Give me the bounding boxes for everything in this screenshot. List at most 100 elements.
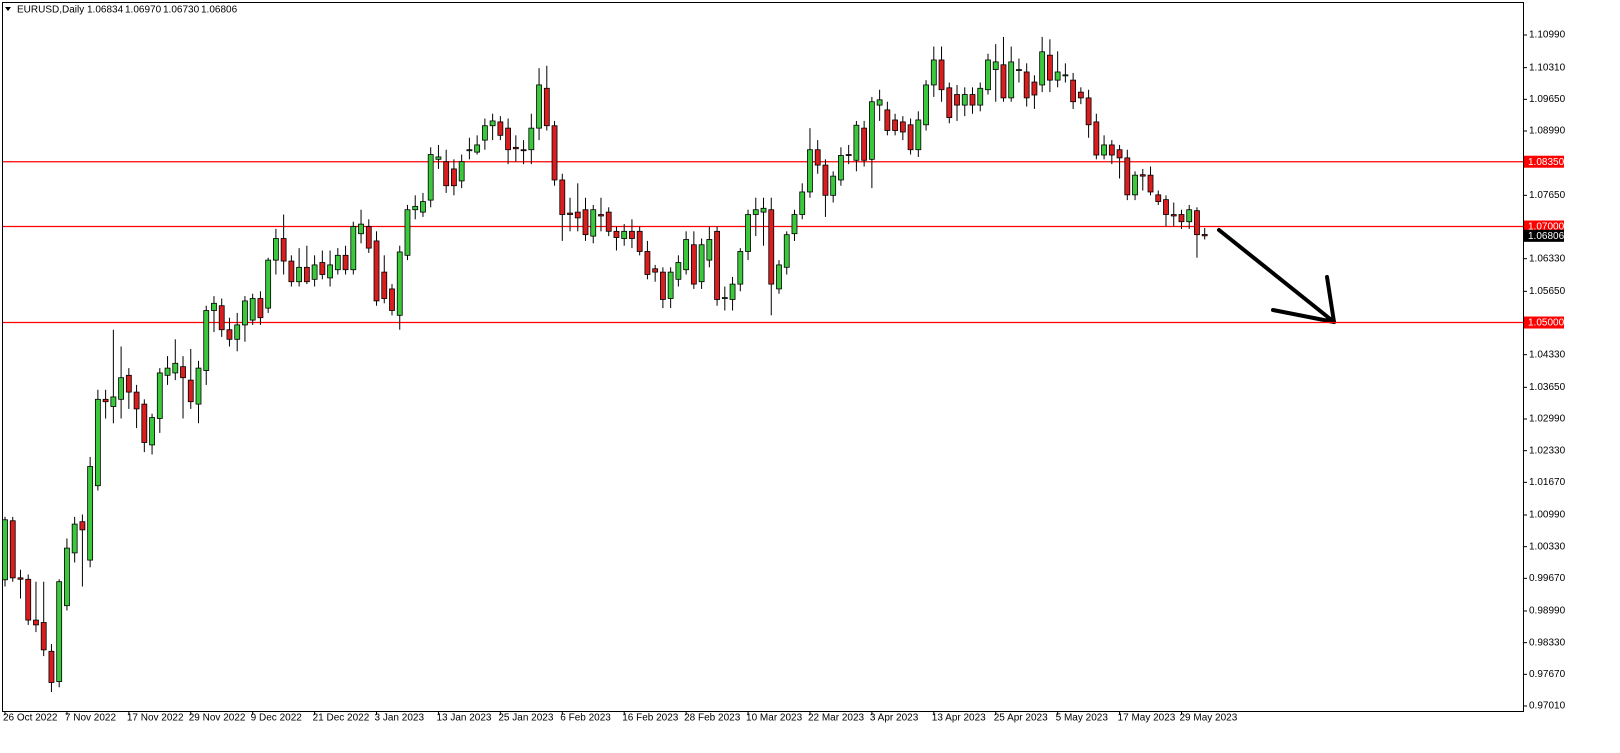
y-tick-label: 1.02990	[1529, 414, 1566, 425]
candle-body	[961, 94, 968, 106]
candle-body	[899, 121, 906, 133]
header-toggle	[5, 7, 11, 11]
candle-body	[791, 214, 798, 235]
x-tick-label: 10 Mar 2023	[746, 713, 803, 724]
candle-body	[48, 650, 55, 683]
y-tick-label: 1.06330	[1529, 253, 1566, 264]
candle-body	[64, 547, 70, 607]
candle-body	[946, 87, 953, 118]
candle-body	[799, 191, 806, 215]
candle-body	[451, 168, 457, 187]
candle-body	[203, 310, 210, 371]
x-tick-label: 3 Jan 2023	[375, 713, 425, 724]
x-tick-label: 6 Feb 2023	[560, 713, 611, 724]
candle-body	[404, 209, 411, 256]
candle-body	[272, 238, 279, 261]
candle-body	[667, 271, 674, 299]
candle-body	[1147, 174, 1154, 193]
candle-body	[1085, 97, 1092, 126]
candle-body	[303, 266, 310, 283]
candle-body	[574, 211, 581, 219]
candle-body	[25, 578, 32, 621]
x-tick-label: 9 Dec 2022	[251, 713, 303, 724]
x-tick-label: 21 Dec 2022	[313, 713, 370, 724]
candle-body	[714, 230, 720, 300]
candle-body	[838, 155, 844, 181]
x-tick-label: 29 Nov 2022	[189, 713, 246, 724]
candle-body	[296, 266, 303, 283]
candle-body	[706, 239, 713, 261]
level-label: 1.08350	[1528, 157, 1565, 168]
candle-body	[9, 520, 16, 579]
candle-body	[249, 298, 256, 321]
candle-body	[396, 251, 403, 316]
candle-body	[102, 398, 109, 403]
candle-body	[17, 577, 24, 580]
candle-body	[729, 283, 736, 300]
candle-body	[1070, 79, 1077, 103]
candle-body	[861, 127, 868, 161]
candle-body	[698, 244, 705, 283]
y-tick-label: 0.97670	[1529, 669, 1566, 680]
y-tick-label: 1.04330	[1529, 349, 1566, 360]
level-tag	[1524, 316, 1564, 329]
x-tick-label: 7 Nov 2022	[65, 713, 117, 724]
candle-body	[1163, 199, 1169, 215]
candle-body	[1178, 214, 1185, 223]
candle-body	[814, 149, 821, 166]
candle-body	[621, 230, 628, 239]
candle-body	[992, 61, 999, 70]
candle-body	[1101, 144, 1107, 156]
candle-body	[141, 403, 148, 443]
candle-body	[721, 297, 728, 299]
candle-body	[1170, 214, 1177, 217]
y-tick-label: 1.01670	[1529, 477, 1566, 488]
y-tick-label: 0.99670	[1529, 573, 1566, 584]
y-tick-label: 1.03650	[1529, 382, 1566, 393]
y-tick-label: 1.10990	[1529, 30, 1566, 41]
candle-body	[1016, 69, 1022, 71]
candle-body	[195, 367, 202, 405]
candle-body	[381, 271, 388, 299]
candle-body	[1062, 74, 1069, 77]
candle-body	[156, 372, 163, 419]
candle-body	[412, 205, 419, 211]
candle-body	[125, 374, 132, 393]
arrow-head	[1325, 275, 1336, 324]
candle-body	[226, 329, 233, 340]
y-tick-label: 1.07650	[1529, 190, 1566, 201]
header-value: 1.06806	[201, 5, 238, 16]
x-tick-label: 17 May 2023	[1118, 713, 1176, 724]
y-tick-label: 1.09650	[1529, 94, 1566, 105]
level-tag	[1524, 155, 1564, 168]
candle-body	[512, 146, 519, 150]
candle-body	[87, 466, 94, 561]
x-tick-label: 25 Apr 2023	[994, 713, 1048, 724]
x-tick-label: 5 May 2023	[1056, 713, 1109, 724]
candle-body	[474, 144, 481, 153]
candle-body	[1108, 144, 1115, 156]
x-tick-label: 29 May 2023	[1179, 713, 1237, 724]
candle-body	[2, 519, 8, 581]
last-price-tag	[1524, 229, 1564, 242]
candle-body	[752, 209, 759, 215]
candle-body	[365, 226, 372, 249]
candle-body	[985, 59, 991, 91]
candle-body	[954, 94, 960, 106]
candle-body	[969, 94, 976, 106]
candle-body	[907, 124, 914, 151]
candle-body	[683, 239, 690, 271]
candle-body	[505, 127, 512, 151]
candle-body	[257, 298, 264, 319]
candle-body	[118, 377, 124, 400]
candle-body	[489, 120, 496, 127]
candle-body	[675, 262, 682, 280]
candle-body	[311, 264, 318, 280]
candle-body	[845, 154, 852, 156]
candle-body	[1008, 61, 1015, 99]
arrow-shaft	[1217, 228, 1336, 324]
y-tick-label: 0.98330	[1529, 637, 1566, 648]
candle-body	[288, 260, 295, 283]
